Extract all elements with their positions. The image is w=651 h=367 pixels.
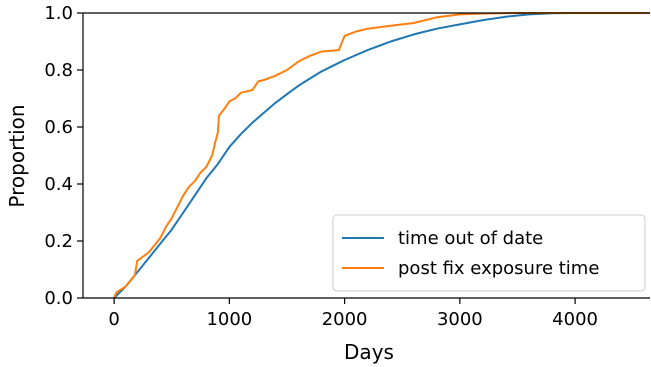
x-tick-label-3: 3000 xyxy=(437,309,483,330)
x-tick-label-0: 0 xyxy=(108,309,119,330)
y-axis-label: Proportion xyxy=(5,104,29,207)
x-tick-label-1: 1000 xyxy=(206,309,252,330)
y-tick-label-4: 0.8 xyxy=(44,60,73,81)
series-line-0 xyxy=(113,12,650,299)
series-line-1 xyxy=(113,12,650,299)
legend-label-1: post fix exposure time xyxy=(398,258,599,279)
ticks: 0 1000 2000 3000 4000 0.0 0.2 0.4 0.6 0.8 1.0 xyxy=(44,3,598,330)
axes xyxy=(82,12,650,299)
x-axis-label: Days xyxy=(344,340,394,364)
y-tick-label-3: 0.6 xyxy=(44,117,73,138)
plot-lines xyxy=(113,12,650,299)
legend-label-0: time out of date xyxy=(398,228,543,249)
legend: time out of date post fix exposure time xyxy=(332,214,646,292)
x-tick-label-2: 2000 xyxy=(322,309,368,330)
legend-box xyxy=(332,214,646,292)
y-tick-label-1: 0.2 xyxy=(44,231,73,252)
y-tick-label-2: 0.4 xyxy=(44,174,73,195)
x-tick-label-4: 4000 xyxy=(552,309,598,330)
y-tick-label-5: 1.0 xyxy=(44,3,73,24)
y-tick-label-0: 0.0 xyxy=(44,288,73,309)
